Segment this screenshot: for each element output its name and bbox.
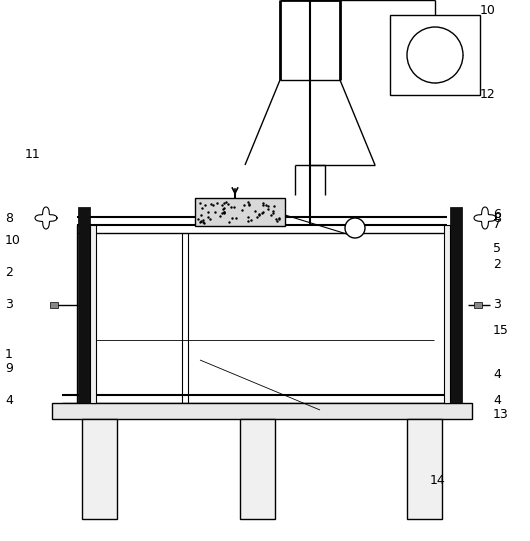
Bar <box>407 419 442 519</box>
Bar <box>474 302 482 308</box>
Bar <box>240 419 275 519</box>
Bar <box>444 225 450 403</box>
Text: 12: 12 <box>480 89 496 102</box>
Text: 4: 4 <box>5 393 13 406</box>
Text: 4: 4 <box>493 368 501 381</box>
Bar <box>450 207 462 403</box>
Text: 10: 10 <box>5 234 21 247</box>
Text: 2: 2 <box>493 259 501 272</box>
Text: 14: 14 <box>430 473 446 486</box>
Bar <box>90 225 96 403</box>
Bar <box>50 302 58 308</box>
Bar <box>195 198 285 226</box>
Text: 8: 8 <box>5 212 13 225</box>
Bar <box>52 403 472 419</box>
Circle shape <box>407 27 463 83</box>
Text: 9: 9 <box>5 361 13 374</box>
Text: 7: 7 <box>493 219 501 232</box>
Text: 13: 13 <box>493 408 509 421</box>
Text: 3: 3 <box>5 299 13 312</box>
Text: 4: 4 <box>493 393 501 406</box>
Text: 15: 15 <box>493 324 509 337</box>
Bar <box>78 207 90 403</box>
Text: 5: 5 <box>493 241 501 254</box>
Text: 3: 3 <box>493 299 501 312</box>
Text: 8: 8 <box>493 212 501 225</box>
Text: 10: 10 <box>480 3 496 16</box>
Text: 6: 6 <box>493 208 501 221</box>
Bar <box>82 419 117 519</box>
Text: 11: 11 <box>25 148 41 162</box>
Text: 2: 2 <box>5 266 13 279</box>
Text: 1: 1 <box>5 348 13 361</box>
Circle shape <box>345 218 365 238</box>
